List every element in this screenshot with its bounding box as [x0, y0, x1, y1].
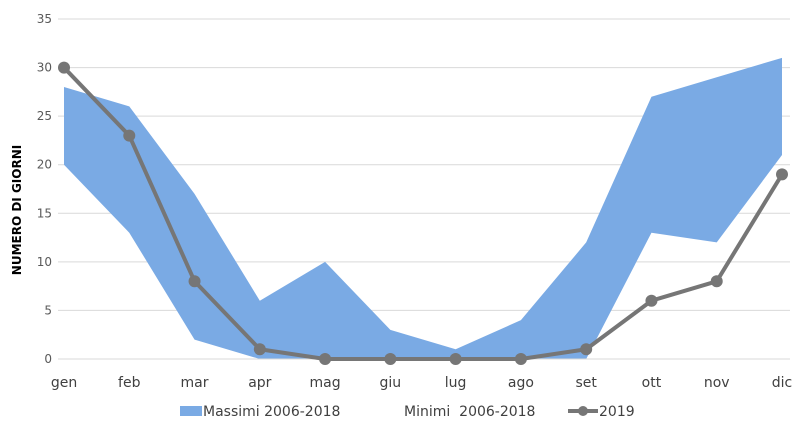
x-tick-label: mar	[181, 375, 209, 391]
x-tick-labels: gen feb mar apr mag giu lug ago set ott nov dic	[51, 375, 792, 391]
y-tick-label: 20	[37, 158, 52, 172]
y-tick-label: 10	[37, 255, 52, 269]
series-point-2019	[776, 168, 788, 181]
series-point-2019	[123, 129, 136, 142]
y-tick-label: 0	[44, 352, 52, 366]
x-tick-label: set	[575, 375, 597, 391]
y-tick-label: 25	[37, 109, 52, 123]
legend-swatch-massimi	[180, 406, 202, 416]
x-tick-label: feb	[118, 375, 141, 391]
legend-swatch-marker-2019	[578, 406, 588, 416]
y-tick-label: 35	[37, 12, 52, 26]
series-point-2019	[253, 343, 266, 356]
legend-label-2019: 2019	[599, 404, 635, 420]
y-axis-label: NUMERO DI GIORNI	[10, 145, 24, 275]
series-lines	[58, 61, 788, 365]
range-band-area	[64, 57, 782, 359]
y-tick-label: 30	[37, 61, 52, 75]
series-point-2019	[58, 61, 70, 74]
series-point-2019	[188, 275, 201, 288]
y-tick-label: 5	[44, 303, 52, 317]
x-tick-label: gen	[51, 375, 77, 391]
x-tick-label: mag	[310, 375, 341, 391]
legend-label-massimi: Massimi 2006-2018	[203, 404, 340, 420]
legend-label-minimi: Minimi 2006-2018	[404, 404, 535, 420]
y-tick-label: 15	[37, 206, 52, 220]
series-point-2019	[645, 294, 658, 307]
x-tick-label: giu	[380, 375, 402, 391]
x-tick-label: lug	[445, 375, 467, 391]
series-point-2019	[514, 353, 527, 365]
series-point-2019	[319, 353, 332, 365]
legend: Massimi 2006-2018 Minimi 2006-2018 2019	[180, 404, 635, 420]
x-tick-label: ott	[642, 375, 662, 391]
x-tick-label: ago	[508, 375, 534, 391]
series-point-2019	[580, 343, 593, 356]
x-tick-label: dic	[772, 375, 792, 391]
x-tick-label: apr	[248, 375, 271, 391]
series-point-2019	[384, 353, 397, 365]
series-point-2019	[449, 353, 462, 365]
x-tick-label: nov	[704, 375, 730, 391]
series-point-2019	[710, 275, 723, 288]
series-line-2019	[62, 66, 784, 361]
y-tick-labels: 0 5 10 15 20 25 30 35	[37, 12, 52, 366]
